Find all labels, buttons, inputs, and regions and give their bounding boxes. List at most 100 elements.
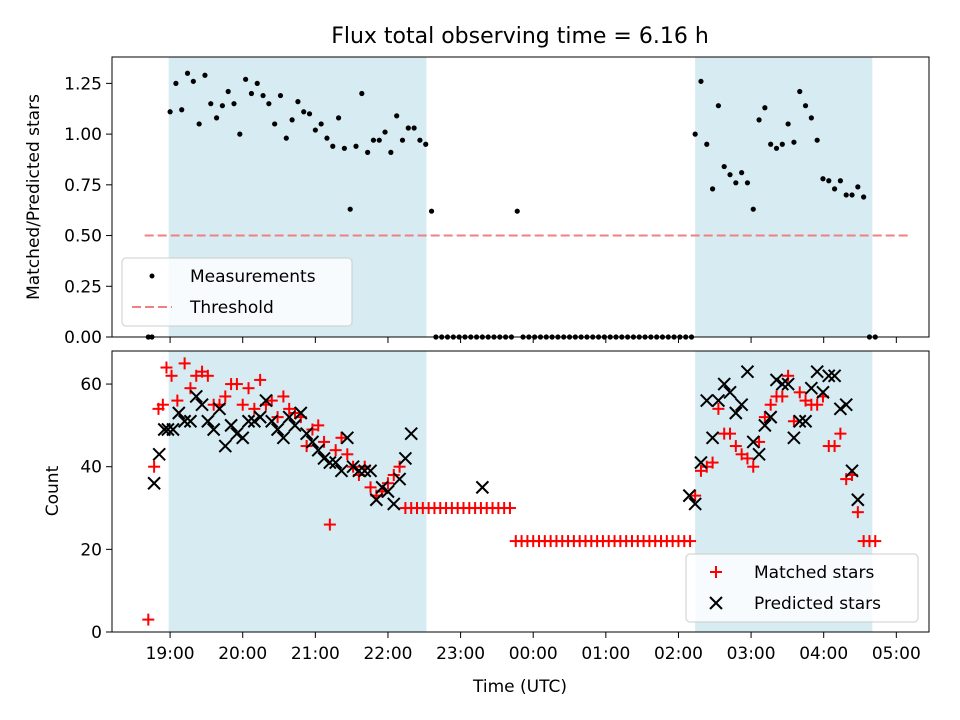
y-tick-label: 20 [80,540,102,560]
y-tick-label: 0.75 [64,176,102,196]
predicted-star-point [340,431,355,445]
measurement-point [190,78,196,84]
matched-star-point [787,415,800,428]
predicted-star-point [798,414,813,428]
predicted-star-point [804,381,819,395]
matched-star-point [148,460,161,473]
x-tick-label: 05:00 [872,644,921,664]
predicted-star-point [352,464,366,478]
y-tick-label: 1.00 [64,125,102,145]
measurement-point [283,135,289,141]
legend-measurements-label: Measurements [190,267,316,287]
measurement-point [347,206,353,212]
measurement-point [721,163,727,170]
matched-star-point [753,435,766,448]
predicted-star-point [206,422,221,437]
x-tick-label: 00:00 [509,644,558,664]
x-tick-label: 03:00 [727,644,776,664]
matched-star-point [793,386,806,399]
measurement-point [831,186,838,192]
measurement-point [750,206,756,212]
predicted-star-point [201,414,215,428]
x-tick-label: 02:00 [654,644,703,664]
y-tick-label: 0 [91,623,102,643]
measurement-point [785,121,791,127]
matched-star-point [318,435,331,448]
measurement-point [324,135,330,141]
predicted-star-point [311,443,325,457]
top-axes-frame [111,56,930,338]
matched-star-point [323,518,336,531]
measurement-point [208,101,214,107]
measurement-point [167,109,173,115]
measurement-point [843,192,849,198]
predicted-star-point [851,493,865,507]
measurement-point [814,137,820,143]
measurement-point [394,113,400,119]
matched-star-point [254,373,267,386]
matched-star-point [271,411,284,424]
top-x-ticks [169,337,897,343]
measurement-point [179,107,185,113]
measurement-point [219,103,225,109]
y-tick-label: 60 [80,375,102,395]
matched-star-point [300,440,313,453]
predicted-star-point [241,414,256,428]
measurement-point [428,208,435,214]
predicted-star-point [793,414,807,428]
measurement-point [260,92,266,99]
measurement-point [405,125,411,131]
measurement-point [359,90,365,97]
count-points [142,357,882,626]
predicted-star-point [323,455,337,470]
x-tick-label: 19:00 [146,644,195,664]
matched-star-point [684,535,697,548]
top-y-ticks: 0.00 0.25 0.50 0.75 1.00 1.25 [64,74,112,348]
measurement-point [514,208,520,214]
matched-star-point [758,411,771,424]
matched-star-point [364,481,377,494]
predicted-star-point [270,422,285,437]
predicted-star-point [827,369,842,383]
predicted-star-point [358,464,372,478]
measurement-point [791,139,797,145]
legend-matched-label: Matched stars [754,563,874,583]
predicted-star-point [294,406,308,420]
measurement-point [312,127,318,133]
predicted-star-point [369,493,384,507]
measurement-point [709,186,716,192]
measurement-point [237,131,243,137]
predicted-star-point [236,431,250,445]
predicted-star-point [694,455,708,470]
matched-star-point [747,460,760,473]
matched-star-point [387,468,400,481]
measurement-point [330,143,336,149]
measurement-point [353,143,359,149]
matched-star-point [142,613,155,626]
predicted-star-point [282,410,296,424]
measurement-point [861,194,867,200]
predicted-star-point [334,464,349,478]
predicted-star-point [769,373,784,387]
predicted-star-point [845,464,859,478]
predicted-star-point [259,393,273,408]
measurement-point [739,170,745,176]
predicted-star-point [253,410,267,424]
matched-star-point [741,452,754,465]
measurement-point [808,115,814,121]
predicted-star-point [265,414,279,428]
predicted-star-point [734,398,749,412]
matched-star-point [248,402,261,415]
matched-star-point [236,398,249,411]
matched-star-point [201,369,214,382]
top-legend-box [121,257,353,327]
measurement-point [423,141,429,147]
measurement-point [837,178,844,184]
measurement-point [802,103,809,109]
predicted-star-point [172,406,186,420]
predicted-star-point [816,385,830,400]
measurement-point [243,76,249,82]
measurement-point [289,117,295,123]
measurement-point [733,180,739,186]
matched-star-point [184,382,197,395]
